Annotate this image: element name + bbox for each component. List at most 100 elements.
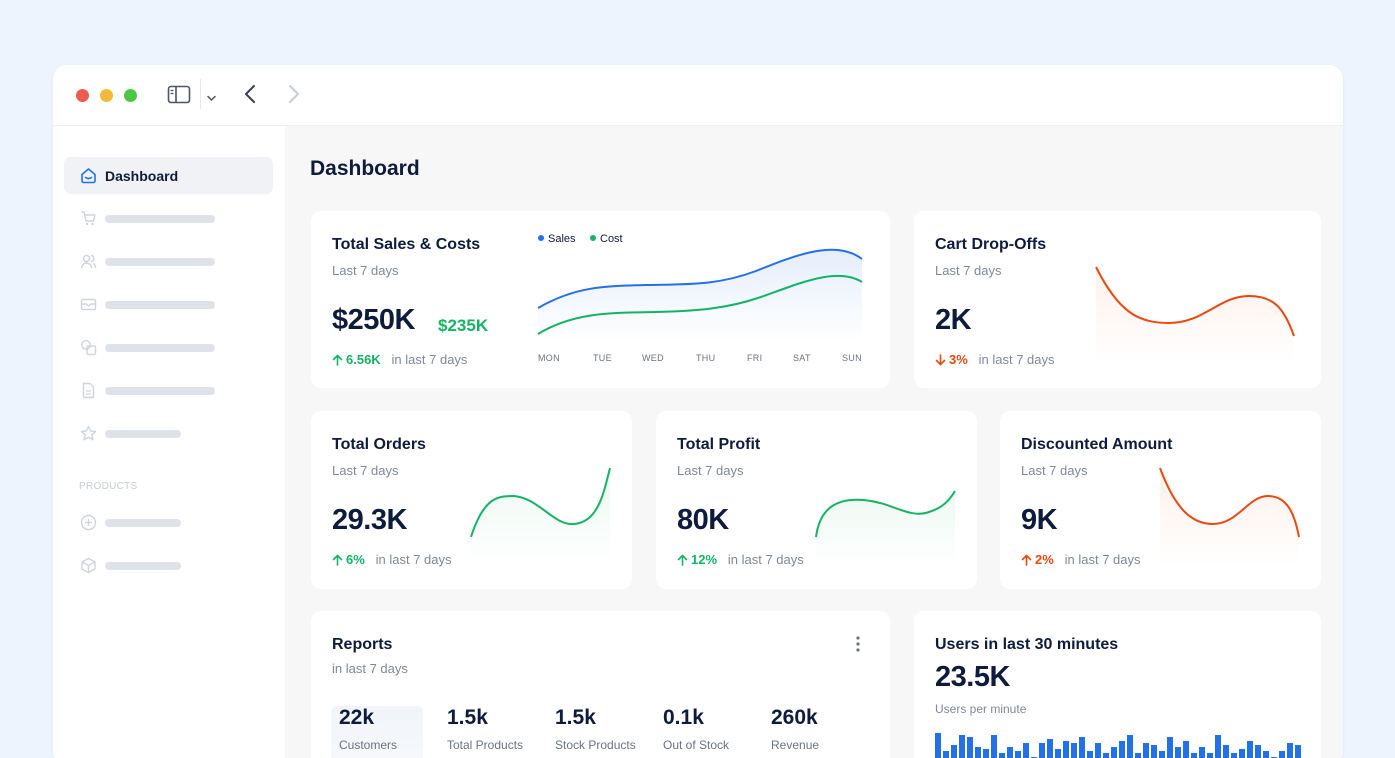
sales-costs-line-chart	[537, 248, 863, 341]
stat-stock-products[interactable]: 1.5k Stock Products	[547, 706, 639, 758]
stat-out-of-stock[interactable]: 0.1k Out of Stock	[655, 706, 747, 758]
users-bar	[1175, 747, 1181, 758]
trend-suffix: in last 7 days	[375, 552, 452, 567]
users-bar	[1023, 743, 1029, 758]
cost-series-line	[537, 274, 863, 335]
card-title: Cart Drop-Offs	[935, 236, 1047, 253]
home-icon	[80, 167, 97, 189]
arrow-down-icon	[935, 354, 946, 366]
users-bar	[1103, 753, 1109, 758]
trend-value: 6%	[346, 552, 365, 567]
star-icon	[80, 425, 97, 441]
minimize-window-button[interactable]	[100, 89, 113, 102]
sidebar-item-documents[interactable]	[80, 382, 280, 400]
placeholder-bar	[105, 301, 215, 309]
users-bar	[1191, 753, 1197, 758]
chevron-down-icon[interactable]	[206, 90, 217, 108]
sidebar-item-dashboard[interactable]: Dashboard	[64, 157, 273, 194]
cart-icon	[81, 211, 96, 226]
sales-value: $250K	[332, 304, 415, 336]
forward-arrow-icon[interactable]	[287, 83, 301, 110]
stat-revenue[interactable]: 260k Revenue	[763, 706, 855, 758]
card-title: Reports	[332, 636, 393, 653]
cart-value: 2K	[935, 304, 972, 336]
trend-suffix: in last 7 days	[978, 352, 1055, 367]
stat-value: 260k	[771, 706, 818, 729]
users-bar	[1015, 751, 1021, 758]
users-bar	[1167, 737, 1173, 758]
users-bar-chart	[935, 733, 1301, 758]
close-window-button[interactable]	[76, 89, 89, 102]
users-bar	[1159, 751, 1165, 758]
legend-cost: Cost	[590, 233, 623, 245]
users-bar	[1295, 745, 1301, 758]
reports-card: Reports in last 7 days 22k Customers 1.5…	[311, 611, 890, 758]
users-bar	[1055, 749, 1061, 758]
sales-series-line	[537, 248, 863, 309]
arrow-up-icon	[1021, 554, 1032, 566]
arrow-up-icon	[677, 554, 688, 566]
sidebar-section-label: PRODUCTS	[79, 481, 138, 492]
stat-label: Out of Stock	[663, 738, 730, 752]
sidebar-toggle-icon[interactable]	[167, 85, 191, 110]
users-icon	[80, 254, 97, 269]
sidebar-item-add-product[interactable]	[80, 514, 280, 532]
users-bar	[1279, 751, 1285, 758]
sidebar-item-mail[interactable]	[80, 296, 280, 314]
card-subtitle: Last 7 days	[332, 463, 399, 478]
profit-sparkline	[815, 490, 956, 566]
card-title: Users in last 30 minutes	[935, 636, 1119, 653]
placeholder-bar	[105, 430, 181, 438]
sales-area	[538, 249, 862, 341]
day-label: SAT	[793, 353, 811, 363]
stat-value: 1.5k	[447, 706, 488, 729]
users-bar	[1143, 743, 1149, 758]
arrow-up-icon	[332, 554, 343, 566]
box-icon	[81, 557, 96, 574]
stat-value: 22k	[339, 706, 375, 729]
arrow-up-icon	[332, 354, 343, 366]
users-bar	[975, 747, 981, 758]
more-options-icon[interactable]	[855, 635, 861, 658]
discount-sparkline	[1159, 467, 1300, 566]
card-subtitle: Last 7 days	[1021, 463, 1088, 478]
trend-suffix: in last 7 days	[727, 552, 804, 567]
legend-sales: Sales	[538, 233, 576, 245]
card-title: Total Sales & Costs	[332, 236, 481, 253]
back-arrow-icon[interactable]	[243, 83, 257, 110]
users-bar	[1087, 751, 1093, 758]
users-bar	[991, 735, 997, 758]
placeholder-bar	[105, 562, 181, 570]
sparkline-line	[1159, 467, 1300, 538]
day-label: TUE	[593, 353, 612, 363]
sidebar-item-collections[interactable]	[80, 339, 280, 357]
mail-icon	[80, 298, 97, 311]
users-bar	[1231, 753, 1237, 758]
title-bar	[53, 65, 1343, 126]
stat-total-products[interactable]: 1.5k Total Products	[439, 706, 531, 758]
stat-label: Stock Products	[555, 738, 636, 752]
placeholder-bar	[105, 387, 215, 395]
sidebar-item-inventory[interactable]	[80, 557, 280, 575]
card-subtitle: in last 7 days	[332, 661, 408, 676]
users-bar	[967, 737, 973, 758]
cost-value: $235K	[438, 316, 489, 335]
sidebar-item-favorites[interactable]	[80, 425, 280, 443]
total-profit-card: Total Profit Last 7 days 80K 12% in last…	[656, 411, 977, 589]
profit-value: 80K	[677, 504, 729, 536]
users-bar	[983, 749, 989, 758]
stat-customers[interactable]: 22k Customers	[331, 706, 423, 758]
day-label: SUN	[842, 353, 862, 363]
placeholder-bar	[105, 519, 181, 527]
users-bar	[951, 745, 957, 758]
stat-value: 1.5k	[555, 706, 596, 729]
sidebar-item-users[interactable]	[80, 253, 280, 271]
users-caption: Users per minute	[935, 702, 1027, 716]
trend-indicator: 6% in last 7 days	[332, 552, 452, 567]
app-window: Dashboard PRODUCTS	[53, 65, 1343, 758]
card-title: Total Profit	[677, 436, 761, 453]
maximize-window-button[interactable]	[124, 89, 137, 102]
sidebar-item-cart[interactable]	[80, 210, 280, 228]
users-bar	[1007, 747, 1013, 758]
users-bar	[1207, 753, 1213, 758]
